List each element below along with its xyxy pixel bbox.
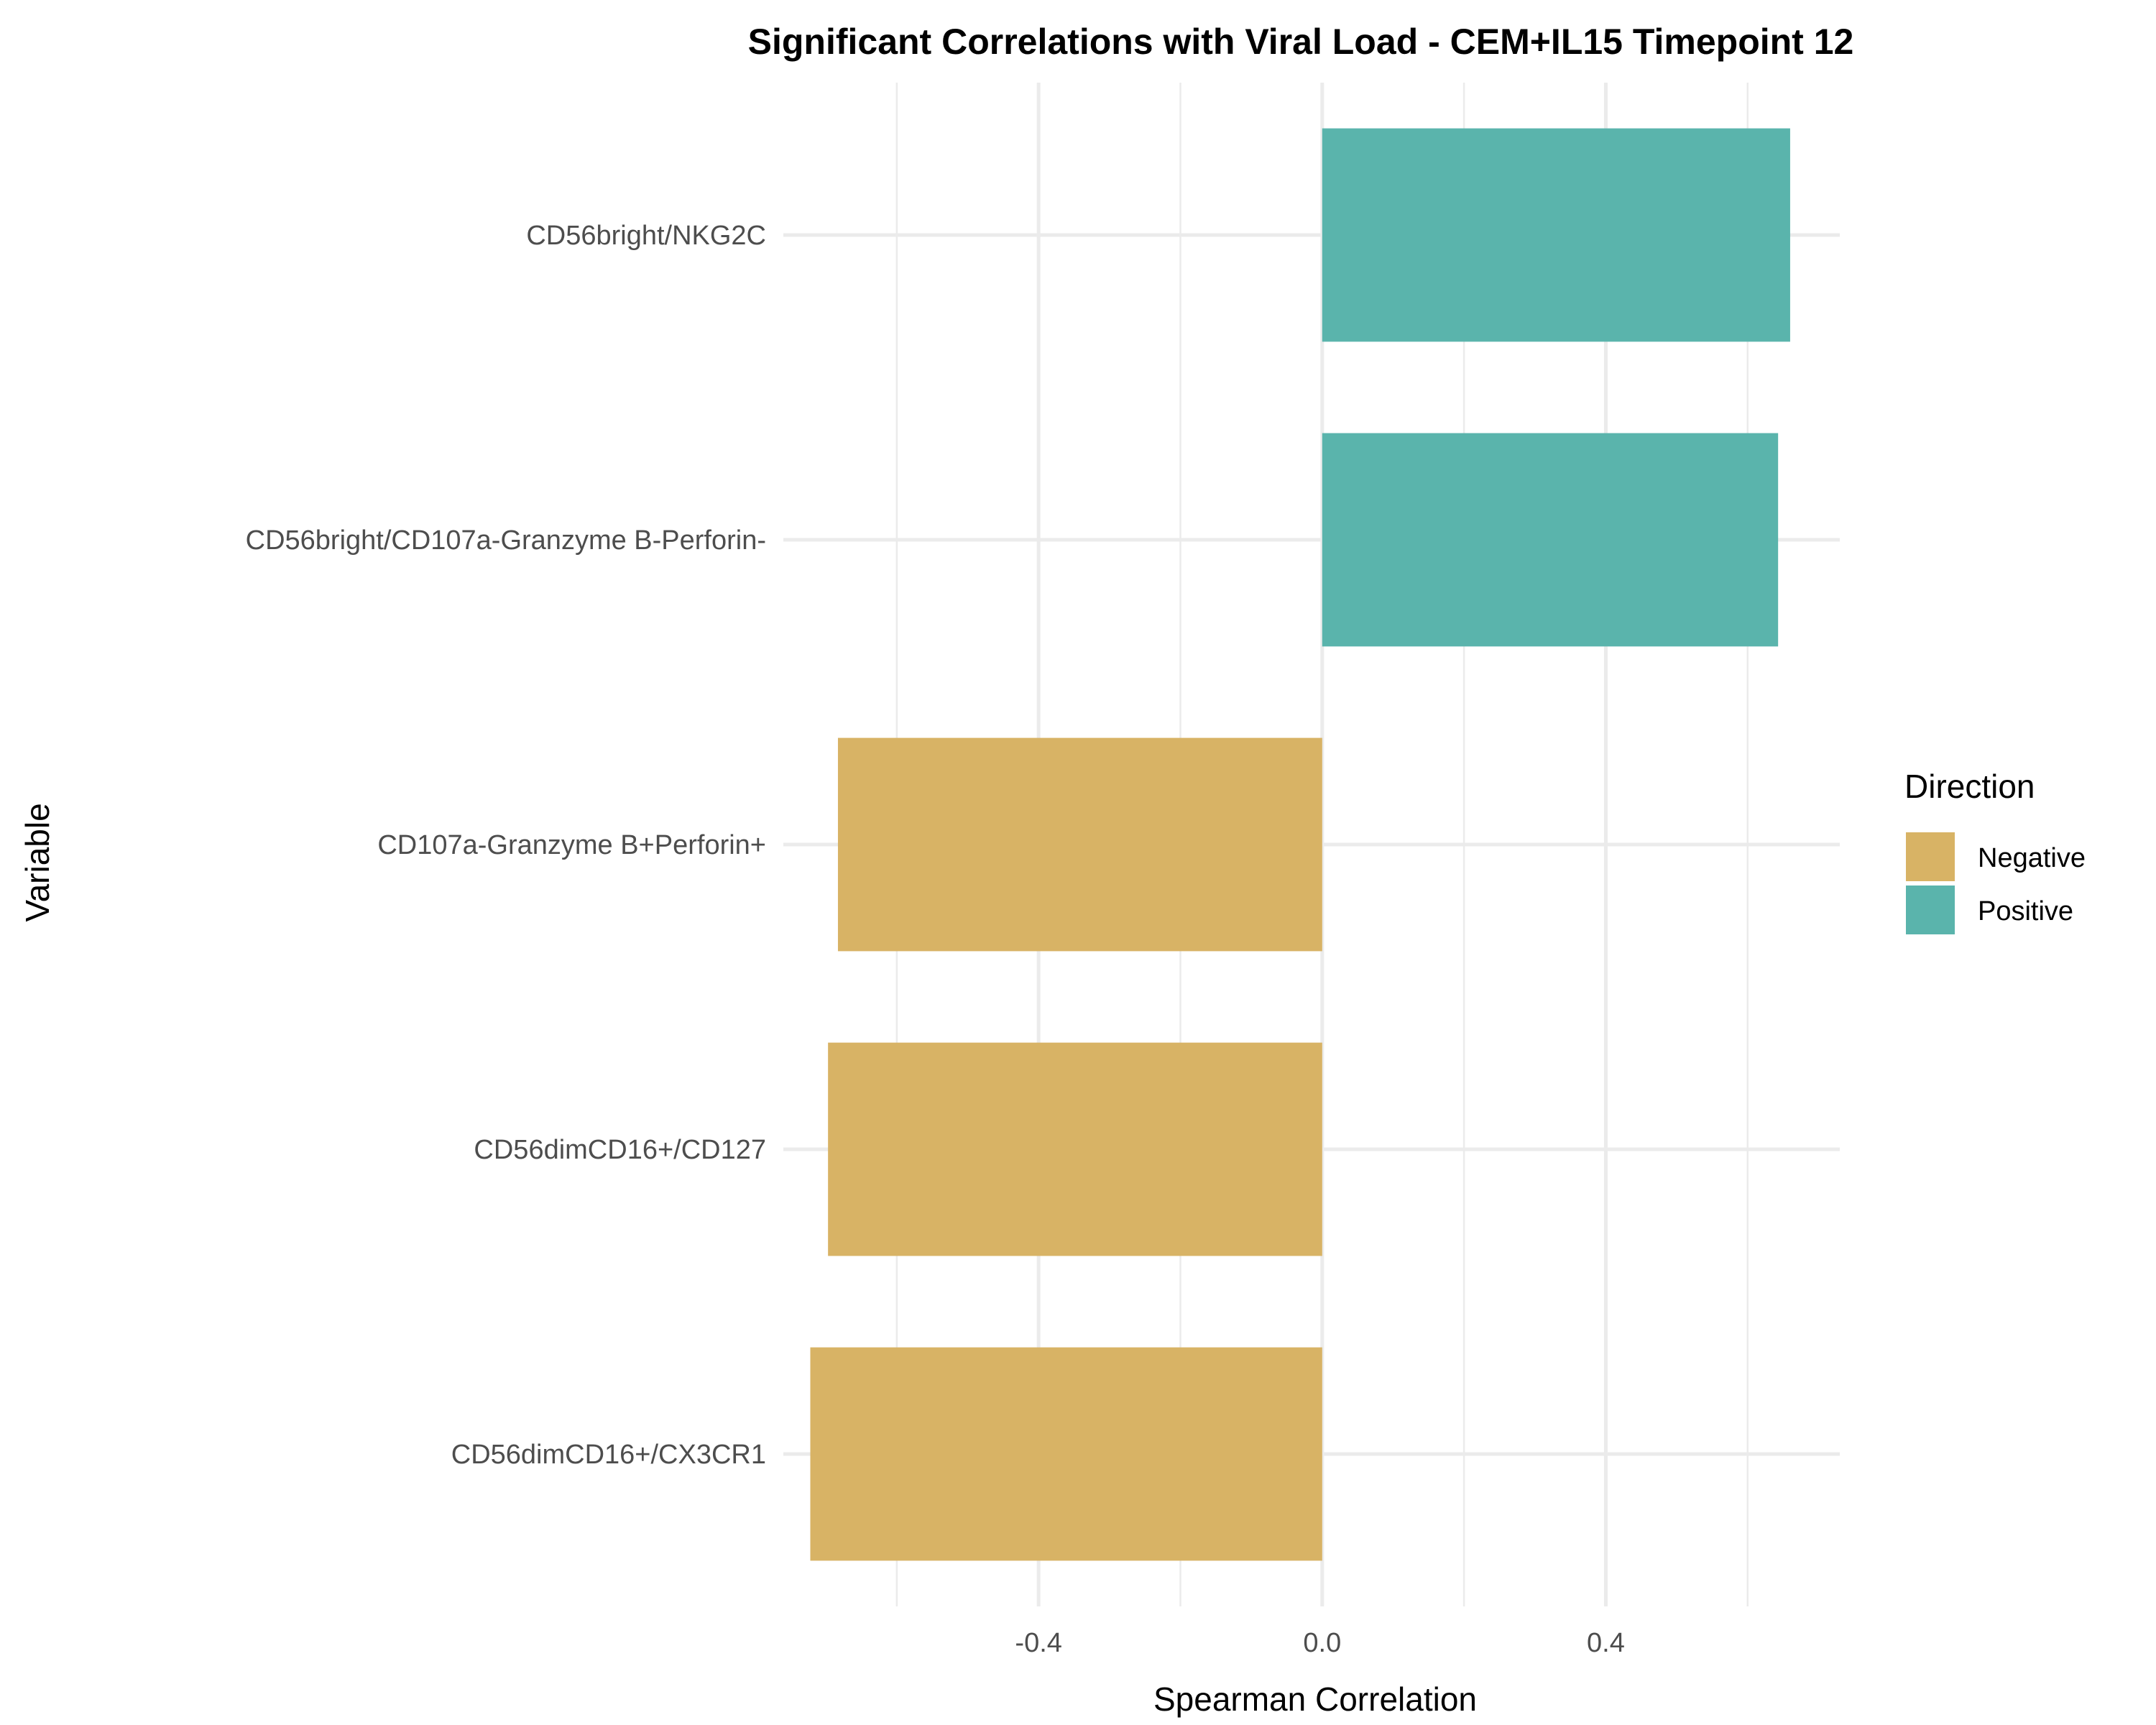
y-tick-label-5: CD56dimCD16+/CX3CR1 <box>451 1440 766 1470</box>
chart-title: Significant Correlations with Viral Load… <box>748 22 1854 62</box>
legend-swatch-positive <box>1906 886 1955 934</box>
x-tick-label-0: -0.4 <box>1015 1628 1061 1658</box>
x-axis-tick-labels: -0.4 0.0 0.4 <box>1015 1628 1624 1658</box>
y-tick-label-4: CD56dimCD16+/CD127 <box>474 1135 766 1165</box>
legend-title: Direction <box>1904 768 2035 805</box>
bars <box>810 128 1790 1561</box>
y-tick-label-1: CD56bright/NKG2C <box>526 221 766 251</box>
bar-3 <box>837 737 1322 952</box>
bar-2 <box>1322 433 1779 647</box>
x-axis-title: Spearman Correlation <box>1153 1680 1477 1718</box>
legend: Direction Negative Positive <box>1904 768 2086 934</box>
legend-swatch-negative <box>1906 832 1955 881</box>
y-tick-label-2: CD56bright/CD107a-Granzyme B-Perforin- <box>246 525 766 556</box>
y-axis-title: Variable <box>19 803 56 921</box>
y-axis-tick-labels: CD56bright/NKG2C CD56bright/CD107a-Granzy… <box>246 221 766 1470</box>
bar-4 <box>828 1042 1322 1256</box>
bar-1 <box>1322 128 1790 342</box>
legend-label-positive: Positive <box>1978 896 2073 926</box>
x-tick-label-1: 0.0 <box>1303 1628 1341 1658</box>
x-tick-label-2: 0.4 <box>1587 1628 1625 1658</box>
legend-label-negative: Negative <box>1978 843 2086 873</box>
bar-5 <box>810 1347 1322 1561</box>
y-tick-label-3: CD107a-Granzyme B+Perforin+ <box>377 830 766 860</box>
